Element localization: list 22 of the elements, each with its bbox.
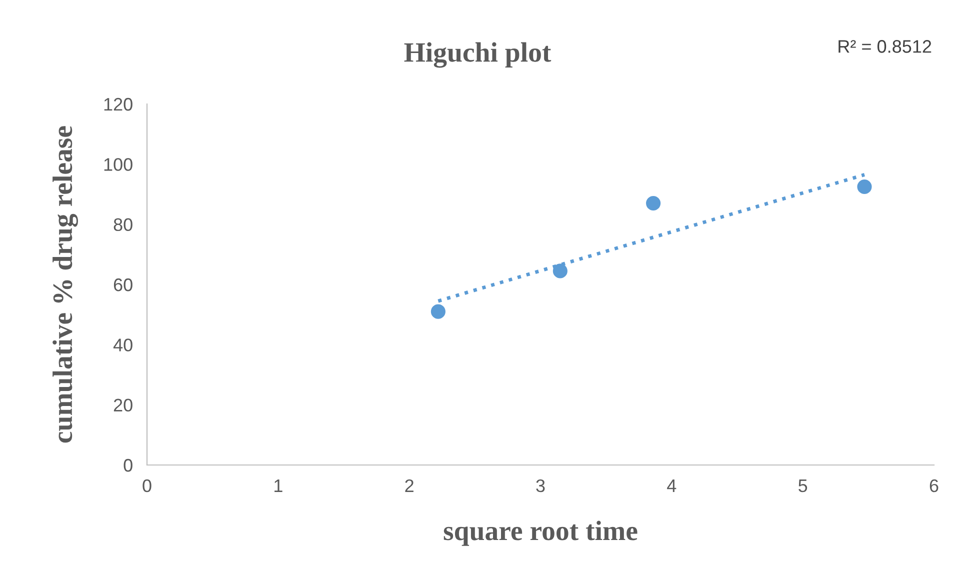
point [552,264,568,278]
y-tick-label: 80 [114,218,132,232]
y-tick-label: 120 [104,98,132,111]
x-tick-label: 4 [667,480,676,492]
point [646,196,661,211]
point [430,304,446,319]
point [857,179,872,194]
x-tick-label: 3 [536,479,545,492]
y-axis-title: cumulative % drug release [52,126,78,443]
x-tick-label: 5 [798,480,808,492]
y-tick-label: 60 [114,278,132,292]
chart-title: Higuchi plot [404,42,552,68]
x-axis-title: square root time [444,520,638,546]
x-tick-label: 2 [405,479,414,492]
x-tick-label: 1 [274,480,282,492]
y-tick-label: 0 [124,458,132,472]
x-tick-label: 0 [142,479,152,492]
x-tick-label: 6 [930,479,938,492]
y-tick-label: 20 [114,398,132,412]
y-tick-label: 40 [113,338,132,352]
text: R² = 0.8512 [838,40,932,53]
y-tick-label: 100 [104,158,132,171]
